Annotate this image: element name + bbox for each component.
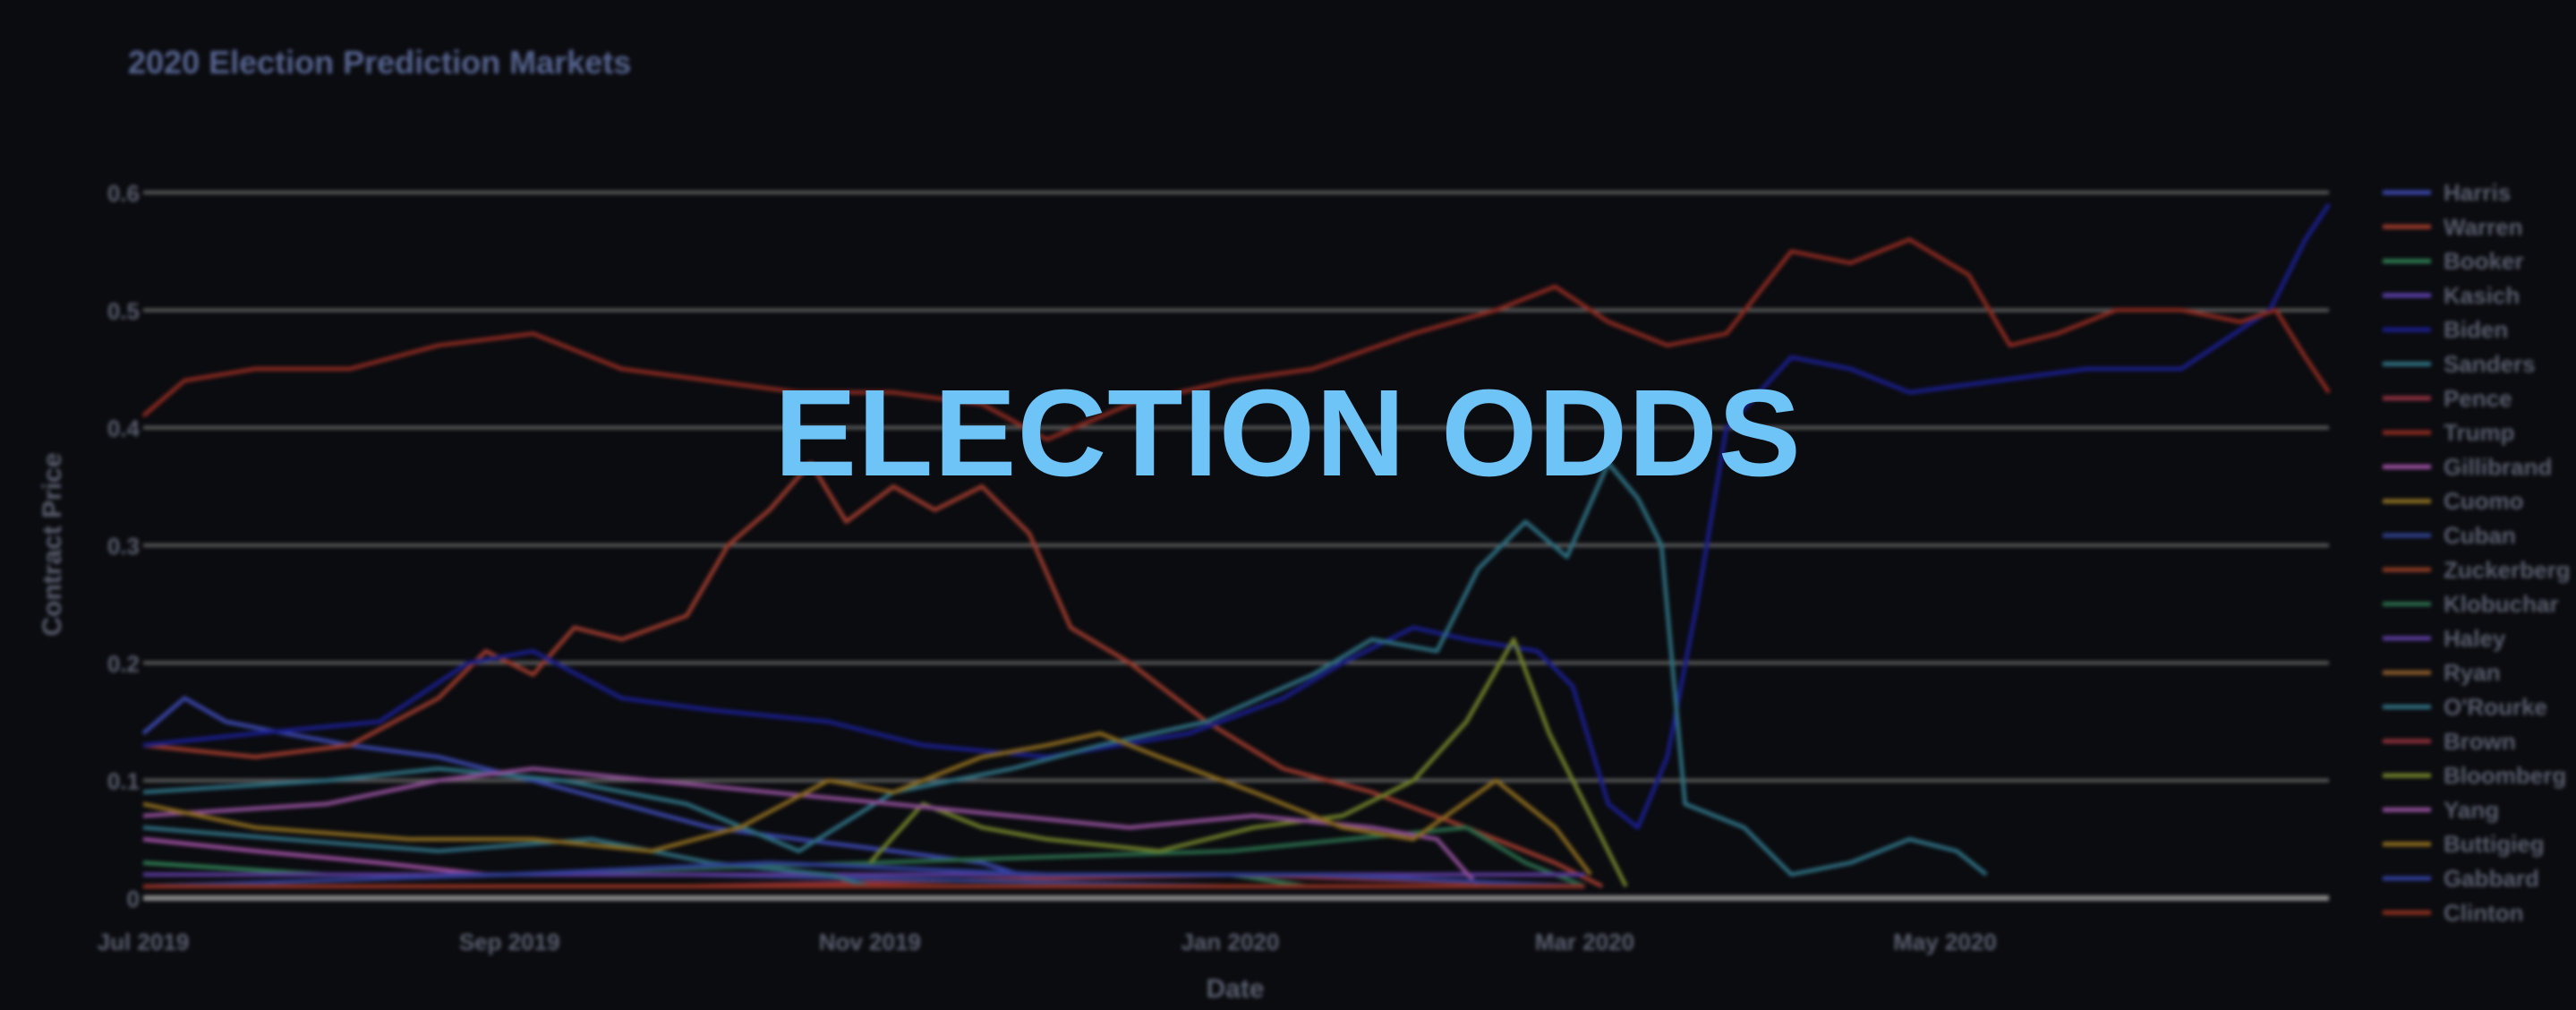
y-tick-label: 0.6	[107, 180, 140, 207]
x-tick-label: Jul 2019	[98, 929, 190, 955]
x-tick-label: Nov 2019	[819, 929, 921, 955]
legend-item-booker: Booker	[2444, 248, 2524, 275]
series-line-warren	[142, 460, 1604, 888]
y-tick-label: 0.1	[107, 768, 140, 795]
y-tick-label: 0.3	[107, 533, 140, 560]
y-axis-label: Contract Price	[38, 452, 67, 636]
series-line-biden	[142, 202, 2331, 830]
legend-item-klobuchar: Klobuchar	[2444, 591, 2559, 618]
legend-item-cuban: Cuban	[2444, 522, 2516, 549]
x-tick-label: May 2020	[1893, 929, 1997, 955]
legend-item-biden: Biden	[2444, 316, 2508, 343]
legend-item-pence: Pence	[2444, 385, 2512, 412]
legend-item-haley: Haley	[2444, 625, 2506, 652]
legend-item-zuckerberg: Zuckerberg	[2444, 556, 2571, 583]
legend-item-harris: Harris	[2444, 179, 2511, 206]
legend-item-gabbard: Gabbard	[2444, 865, 2539, 892]
y-tick-label: 0.5	[107, 297, 140, 324]
series-line-bloomberg	[868, 637, 1628, 887]
overlay-title: ELECTION ODDS	[774, 364, 1802, 502]
legend-item-cuomo: Cuomo	[2444, 488, 2524, 515]
y-axis-ticks: 0 0.1 0.2 0.3 0.4 0.5 0.6	[107, 180, 141, 912]
y-tick-label: 0	[127, 886, 140, 912]
x-tick-label: Mar 2020	[1535, 929, 1634, 955]
series-line-harris	[141, 696, 1060, 889]
legend: Harris Warren Booker Kasich Biden Sanders Penc…	[2383, 179, 2571, 926]
series-line-o-rourke	[142, 825, 871, 889]
legend-item-buttigieg: Buttigieg	[2444, 831, 2545, 858]
x-axis-ticks: Jul 2019 Sep 2019 Nov 2019 Jan 2020 Mar 2020…	[98, 929, 1997, 955]
series-line-buttigieg	[142, 731, 1592, 877]
legend-item-gillibrand: Gillibrand	[2444, 453, 2552, 480]
series-line-sanders	[142, 460, 1988, 877]
series-line-gabbard	[142, 860, 1585, 889]
series-line-trump	[141, 237, 2331, 442]
legend-item-ryan: Ryan	[2444, 659, 2501, 686]
gridlines	[143, 191, 2329, 901]
series-line-gillibrand	[142, 837, 487, 877]
legend-item-kasich: Kasich	[2444, 282, 2520, 309]
y-tick-label: 0.2	[107, 650, 140, 677]
legend-item-warren: Warren	[2444, 213, 2523, 240]
legend-item-o-rourke: O'Rourke	[2444, 694, 2547, 721]
legend-item-bloomberg: Bloomberg	[2444, 762, 2566, 789]
x-axis-label: Date	[1206, 974, 1264, 1004]
series-lines	[141, 202, 2331, 889]
legend-item-trump: Trump	[2444, 419, 2514, 446]
series-line-yang	[142, 766, 1480, 888]
chart-title: 2020 Election Prediction Markets	[128, 44, 631, 81]
y-tick-label: 0.4	[107, 415, 141, 442]
legend-item-clinton: Clinton	[2444, 899, 2524, 926]
legend-item-sanders: Sanders	[2444, 351, 2536, 378]
x-tick-label: Sep 2019	[459, 929, 560, 955]
x-tick-label: Jan 2020	[1181, 929, 1279, 955]
legend-item-yang: Yang	[2444, 796, 2499, 823]
legend-item-brown: Brown	[2444, 728, 2516, 755]
